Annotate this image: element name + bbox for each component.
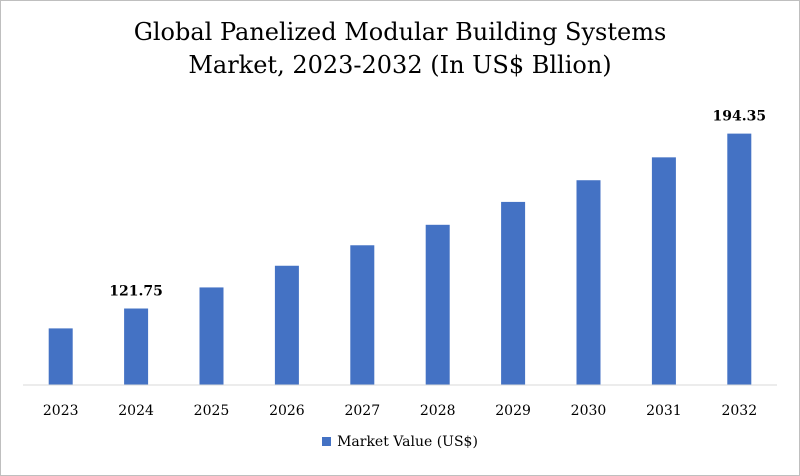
x-tick-label-2023: 2023 bbox=[43, 403, 79, 419]
x-tick-label-2025: 2025 bbox=[194, 403, 230, 419]
legend-swatch bbox=[322, 437, 332, 446]
x-tick-label-2031: 2031 bbox=[646, 403, 682, 419]
bar-2030 bbox=[576, 180, 601, 385]
legend: Market Value (US$) bbox=[0, 434, 800, 450]
bar-2024 bbox=[124, 308, 149, 385]
x-tick-label-2030: 2030 bbox=[571, 403, 607, 419]
bar-2028 bbox=[425, 224, 450, 385]
chart-title: Global Panelized Modular Building System… bbox=[0, 16, 800, 82]
bar-2032 bbox=[727, 133, 752, 385]
x-tick-label-2024: 2024 bbox=[118, 403, 154, 419]
data-label-2032: 194.35 bbox=[713, 109, 767, 125]
chart-title-line-1: Global Panelized Modular Building System… bbox=[133, 18, 667, 46]
x-tick-labels: 2023 2024 2025 2026 2027 2028 2029 2030 2031 2032 bbox=[43, 403, 757, 419]
bar-2029 bbox=[501, 201, 526, 385]
bar-2025 bbox=[199, 287, 224, 385]
bar-2027 bbox=[350, 245, 375, 385]
x-tick-label-2026: 2026 bbox=[269, 403, 305, 419]
legend-label: Market Value (US$) bbox=[337, 434, 478, 450]
bar-2023 bbox=[48, 328, 73, 385]
bars-group bbox=[48, 133, 752, 385]
data-labels: 121.75 194.35 bbox=[109, 109, 766, 300]
x-tick-label-2028: 2028 bbox=[420, 403, 456, 419]
x-tick-label-2029: 2029 bbox=[495, 403, 531, 419]
bar-2031 bbox=[651, 157, 676, 385]
data-label-2024: 121.75 bbox=[109, 284, 163, 300]
chart-title-line-2: Market, 2023-2032 (In US$ Bllion) bbox=[188, 51, 612, 79]
x-tick-label-2032: 2032 bbox=[721, 403, 757, 419]
bar-2026 bbox=[274, 265, 299, 385]
x-tick-label-2027: 2027 bbox=[344, 403, 380, 419]
